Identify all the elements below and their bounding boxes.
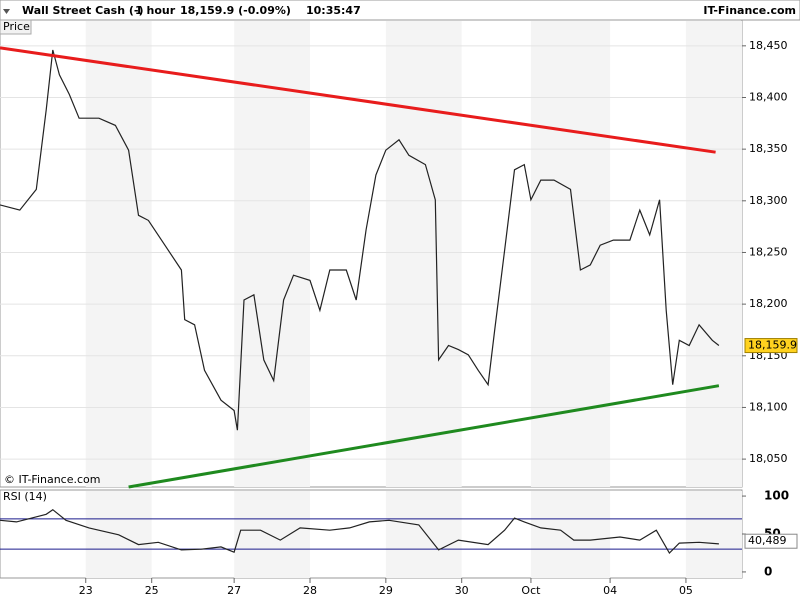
y-tick-label: 0 bbox=[764, 564, 772, 578]
quote: 18,159.9 (-0.09%) bbox=[180, 4, 291, 17]
price-label: Price bbox=[3, 20, 30, 33]
day-band bbox=[234, 21, 310, 487]
y-tick-label: 18,100 bbox=[749, 400, 788, 413]
y-tick-label: 18,250 bbox=[749, 245, 788, 258]
x-tick-label: 29 bbox=[379, 584, 393, 597]
rsi-label: RSI (14) bbox=[3, 490, 47, 503]
last-price-box bbox=[744, 338, 798, 354]
trendline bbox=[0, 46, 716, 154]
x-tick-label: 05 bbox=[679, 584, 693, 597]
y-tick-label: 18,200 bbox=[749, 297, 788, 310]
trendline bbox=[128, 384, 720, 489]
x-tick-label: 04 bbox=[603, 584, 617, 597]
watermark: © IT-Finance.com bbox=[4, 473, 101, 486]
day-band bbox=[530, 491, 611, 578]
x-tick-label: 28 bbox=[303, 584, 317, 597]
last-rsi-label: 40,489 bbox=[748, 534, 787, 547]
x-tick-label: Oct bbox=[521, 584, 541, 597]
day-band bbox=[385, 21, 462, 487]
x-tick-label: 27 bbox=[227, 584, 241, 597]
day-band bbox=[685, 21, 742, 487]
brand: IT-Finance.com bbox=[703, 4, 796, 17]
interval: 1 hour bbox=[135, 4, 176, 17]
day-bands bbox=[85, 21, 742, 578]
price-line bbox=[0, 49, 720, 431]
y-tick-label: 18,450 bbox=[749, 39, 788, 52]
day-band bbox=[685, 491, 742, 578]
x-tick-label: 23 bbox=[79, 584, 93, 597]
last-price-label: 18,159.9 bbox=[748, 339, 797, 352]
day-band bbox=[385, 491, 462, 578]
price-tag bbox=[0, 19, 32, 35]
y-tick-label: 18,300 bbox=[749, 194, 788, 207]
day-band bbox=[234, 491, 310, 578]
day-band bbox=[85, 21, 152, 487]
y-tick-label: 100 bbox=[764, 489, 789, 503]
x-tick-label: 30 bbox=[455, 584, 469, 597]
instrument: Wall Street Cash (-) bbox=[22, 4, 143, 17]
y-tick-label: 18,400 bbox=[749, 90, 788, 103]
day-band bbox=[530, 21, 611, 487]
time: 10:35:47 bbox=[306, 4, 361, 17]
x-tick-label: 25 bbox=[145, 584, 159, 597]
rsi-line bbox=[0, 508, 719, 554]
plot-layer: 23 25 27 28 29 30 Oct 04 0518,05018,10018,15018,… bbox=[0, 39, 798, 597]
y-tick-label: 18,050 bbox=[749, 452, 788, 465]
y-tick-label: 18,350 bbox=[749, 142, 788, 155]
last-rsi-box bbox=[744, 533, 798, 549]
dropdown-icon[interactable] bbox=[3, 9, 10, 14]
